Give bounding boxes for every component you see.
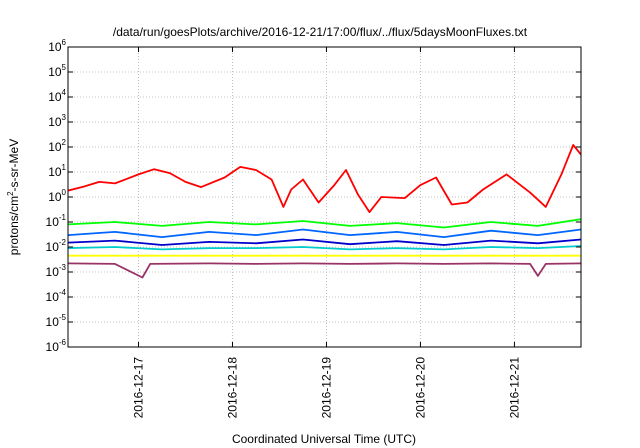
y-tick-label: 10-2	[46, 238, 67, 254]
y-tick-label: 100	[48, 188, 66, 204]
series-line-4	[68, 245, 581, 251]
y-tick-label: 104	[48, 88, 66, 104]
series-line-3	[68, 238, 581, 246]
y-tick-label: 10-4	[46, 288, 67, 304]
x-tick-label: 2016-12-17	[131, 357, 145, 419]
series-line-6	[68, 262, 581, 279]
y-axis-label-base: protons/cm	[7, 196, 21, 255]
y-tick-label: 10-3	[46, 263, 67, 279]
y-tick-label: 10-1	[46, 213, 67, 229]
x-tick-label: 2016-12-21	[507, 357, 521, 419]
y-axis-ticks: 10-6 10-5 10-4 10-3 10-2 10-1 100 101 102 103 104 1…	[46, 38, 581, 354]
y-tick-label: 10-5	[46, 313, 67, 329]
series-line-1	[68, 218, 581, 229]
y-axis-label: protons/cm2-s-sr-MeV	[6, 139, 21, 255]
y-tick-label: 103	[48, 113, 66, 129]
y-axis-label-rest: -s-sr-MeV	[7, 139, 21, 192]
chart-title: /data/run/goesPlots/archive/2016-12-21/1…	[113, 25, 528, 39]
y-tick-label: 10-6	[46, 338, 67, 354]
x-tick-label: 2016-12-18	[225, 357, 239, 419]
y-tick-label: 105	[48, 63, 66, 79]
x-tick-label: 2016-12-20	[413, 357, 427, 419]
series-line-2	[68, 228, 581, 239]
x-tick-label: 2016-12-19	[319, 357, 333, 419]
x-axis-ticks: 2016-12-17 2016-12-18 2016-12-19 2016-12-20…	[131, 47, 521, 418]
y-tick-label: 102	[48, 138, 66, 154]
series-layer	[68, 144, 581, 279]
y-tick-label: 101	[48, 163, 66, 179]
y-tick-label: 106	[48, 38, 66, 54]
grid-layer	[68, 47, 581, 347]
y-axis-label-sup: 2	[6, 191, 15, 196]
series-line-0	[68, 144, 581, 214]
x-axis-label: Coordinated Universal Time (UTC)	[232, 432, 416, 446]
